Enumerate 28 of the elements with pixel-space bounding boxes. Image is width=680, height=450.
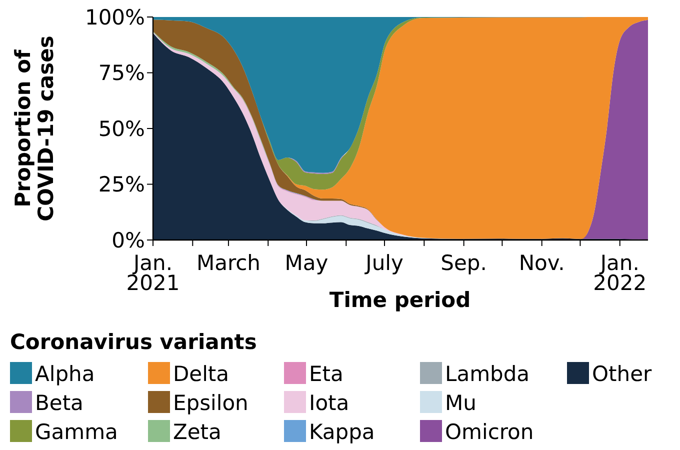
y-tick-label: 50% <box>98 116 145 141</box>
legend-label: Iota <box>309 391 350 415</box>
legend-label: Omicron <box>445 420 534 444</box>
legend-label: Gamma <box>35 420 118 444</box>
x-tick-label: May <box>284 251 328 275</box>
x-tick-label: Nov. <box>518 251 565 275</box>
x-tick-label: Jan. 2021 <box>126 251 180 295</box>
x-axis-title: Time period <box>329 288 471 312</box>
legend-label: Mu <box>445 391 476 415</box>
legend-title: Coronavirus variants <box>10 330 257 354</box>
y-tick-label: 75% <box>98 61 145 86</box>
legend-label: Eta <box>309 362 344 386</box>
x-tick-label: Sep. <box>440 251 487 275</box>
y-tick-label: 0% <box>112 228 145 252</box>
x-tick-label: Jan. 2022 <box>593 251 647 295</box>
legend-label: Other <box>592 362 652 386</box>
legend-label: Alpha <box>35 362 95 386</box>
x-tick-label: July <box>364 251 404 275</box>
legend-label: Kappa <box>309 420 375 444</box>
legend-label: Lambda <box>445 362 530 386</box>
y-tick-label: 100% <box>84 5 145 30</box>
legend-label: Beta <box>35 391 84 415</box>
legend-label: Zeta <box>173 420 222 444</box>
y-axis-title: Proportion of COVID-19 cases <box>11 36 58 222</box>
x-tick-label: March <box>196 251 260 275</box>
legend-label: Delta <box>173 362 230 386</box>
legend-label: Epsilon <box>173 391 248 415</box>
y-tick-label: 25% <box>98 172 145 197</box>
